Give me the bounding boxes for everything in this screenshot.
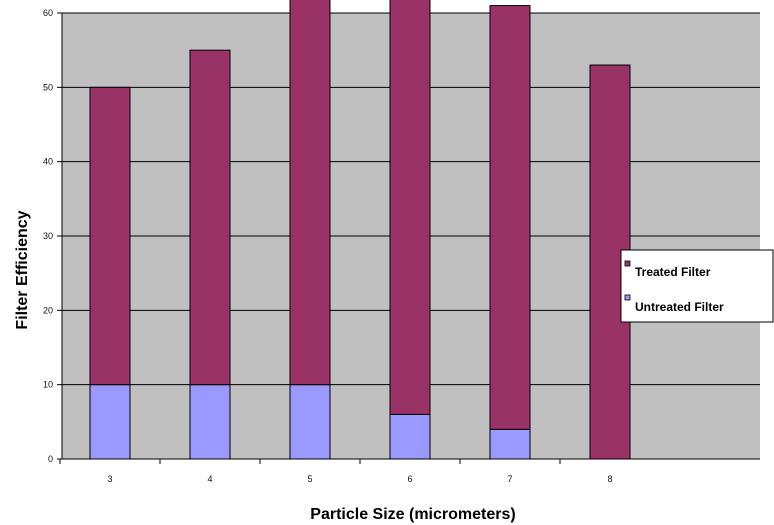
x-tick-label: 4 (207, 474, 212, 484)
y-tick-labels: 0 10 20 30 40 50 60 (43, 8, 53, 464)
bar-segment-untreated (489, 428, 531, 460)
y-tick-label: 20 (43, 305, 53, 315)
bar-segment-treated (289, 0, 331, 386)
bar-segment-treated (489, 5, 531, 430)
y-tick-label: 0 (48, 454, 53, 464)
legend: Treated Filter Untreated Filter (620, 249, 774, 323)
x-tick-label: 5 (307, 474, 312, 484)
bar-segment-untreated (289, 384, 331, 460)
y-tick-label: 30 (43, 231, 53, 241)
x-tick-label: 8 (607, 474, 612, 484)
legend-box (620, 249, 774, 323)
axes (57, 12, 760, 464)
bar-segment-treated (189, 49, 231, 386)
x-tick-label: 7 (507, 474, 512, 484)
x-axis-title: Particle Size (micrometers) (310, 506, 515, 523)
legend-swatch-untreated (624, 294, 631, 301)
y-tick-label: 60 (43, 8, 53, 18)
x-tick-label: 3 (107, 474, 112, 484)
bar-segment-untreated (189, 384, 231, 460)
legend-swatch-treated (624, 260, 631, 267)
legend-label-treated: Treated Filter (635, 265, 711, 279)
bars (89, 0, 631, 460)
bar-segment-treated (389, 0, 431, 415)
y-tick-label: 50 (43, 82, 53, 92)
bar-segment-untreated (389, 413, 431, 460)
bar-segment-treated (89, 86, 131, 386)
y-axis-title: Filter Efficiency (14, 210, 31, 329)
y-tick-label: 40 (43, 157, 53, 167)
y-tick-label: 10 (43, 380, 53, 390)
bar-segment-untreated (89, 384, 131, 460)
x-tick-labels: 3 4 5 6 7 8 (107, 474, 612, 484)
legend-label-untreated: Untreated Filter (635, 300, 724, 314)
x-tick-label: 6 (407, 474, 412, 484)
